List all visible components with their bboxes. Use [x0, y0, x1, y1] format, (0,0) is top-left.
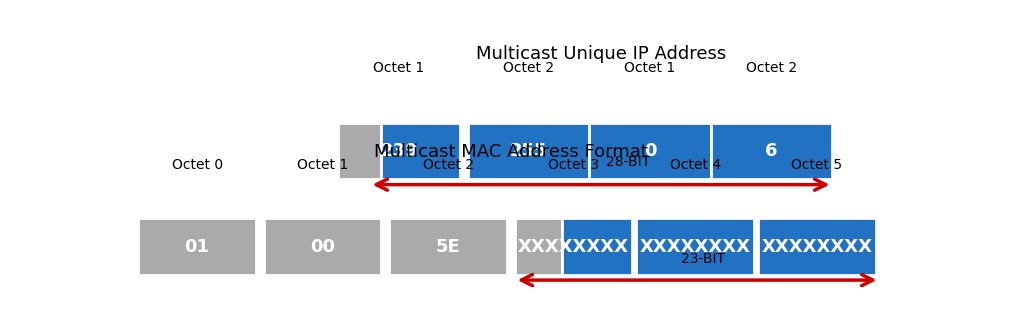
- Bar: [636, 218, 753, 275]
- Text: XXXXXXXX: XXXXXXXX: [760, 238, 871, 256]
- Bar: [139, 218, 256, 275]
- Text: XXXXXXXX: XXXXXXXX: [518, 238, 629, 256]
- Text: Octet 0: Octet 0: [171, 157, 222, 172]
- Text: 00: 00: [309, 238, 335, 256]
- Bar: [561, 218, 632, 275]
- Bar: [710, 123, 832, 180]
- Text: 28-BIT: 28-BIT: [606, 155, 650, 169]
- Text: Octet 3: Octet 3: [547, 157, 599, 172]
- Bar: [467, 123, 588, 180]
- Bar: [389, 218, 507, 275]
- Text: 01: 01: [184, 238, 209, 256]
- Text: 23-BIT: 23-BIT: [680, 252, 724, 266]
- Bar: [515, 218, 561, 275]
- Text: 239: 239: [380, 142, 418, 160]
- Text: Octet 1: Octet 1: [296, 157, 348, 172]
- Text: Octet 1: Octet 1: [373, 61, 425, 75]
- Bar: [264, 218, 381, 275]
- Text: 0: 0: [643, 142, 655, 160]
- Text: 255: 255: [510, 142, 547, 160]
- Bar: [338, 123, 380, 180]
- Text: Multicast MAC Address Format: Multicast MAC Address Format: [373, 143, 647, 161]
- Text: Multicast Unique IP Address: Multicast Unique IP Address: [475, 45, 726, 63]
- Text: 6: 6: [764, 142, 777, 160]
- Bar: [588, 123, 710, 180]
- Text: Octet 4: Octet 4: [669, 157, 720, 172]
- Text: 5E: 5E: [436, 238, 460, 256]
- Text: Octet 1: Octet 1: [624, 61, 675, 75]
- Text: Octet 5: Octet 5: [791, 157, 841, 172]
- Text: XXXXXXXX: XXXXXXXX: [639, 238, 750, 256]
- Text: Octet 2: Octet 2: [745, 61, 797, 75]
- Text: Octet 2: Octet 2: [422, 157, 473, 172]
- Text: Octet 2: Octet 2: [502, 61, 553, 75]
- Bar: [757, 218, 875, 275]
- Bar: [380, 123, 459, 180]
